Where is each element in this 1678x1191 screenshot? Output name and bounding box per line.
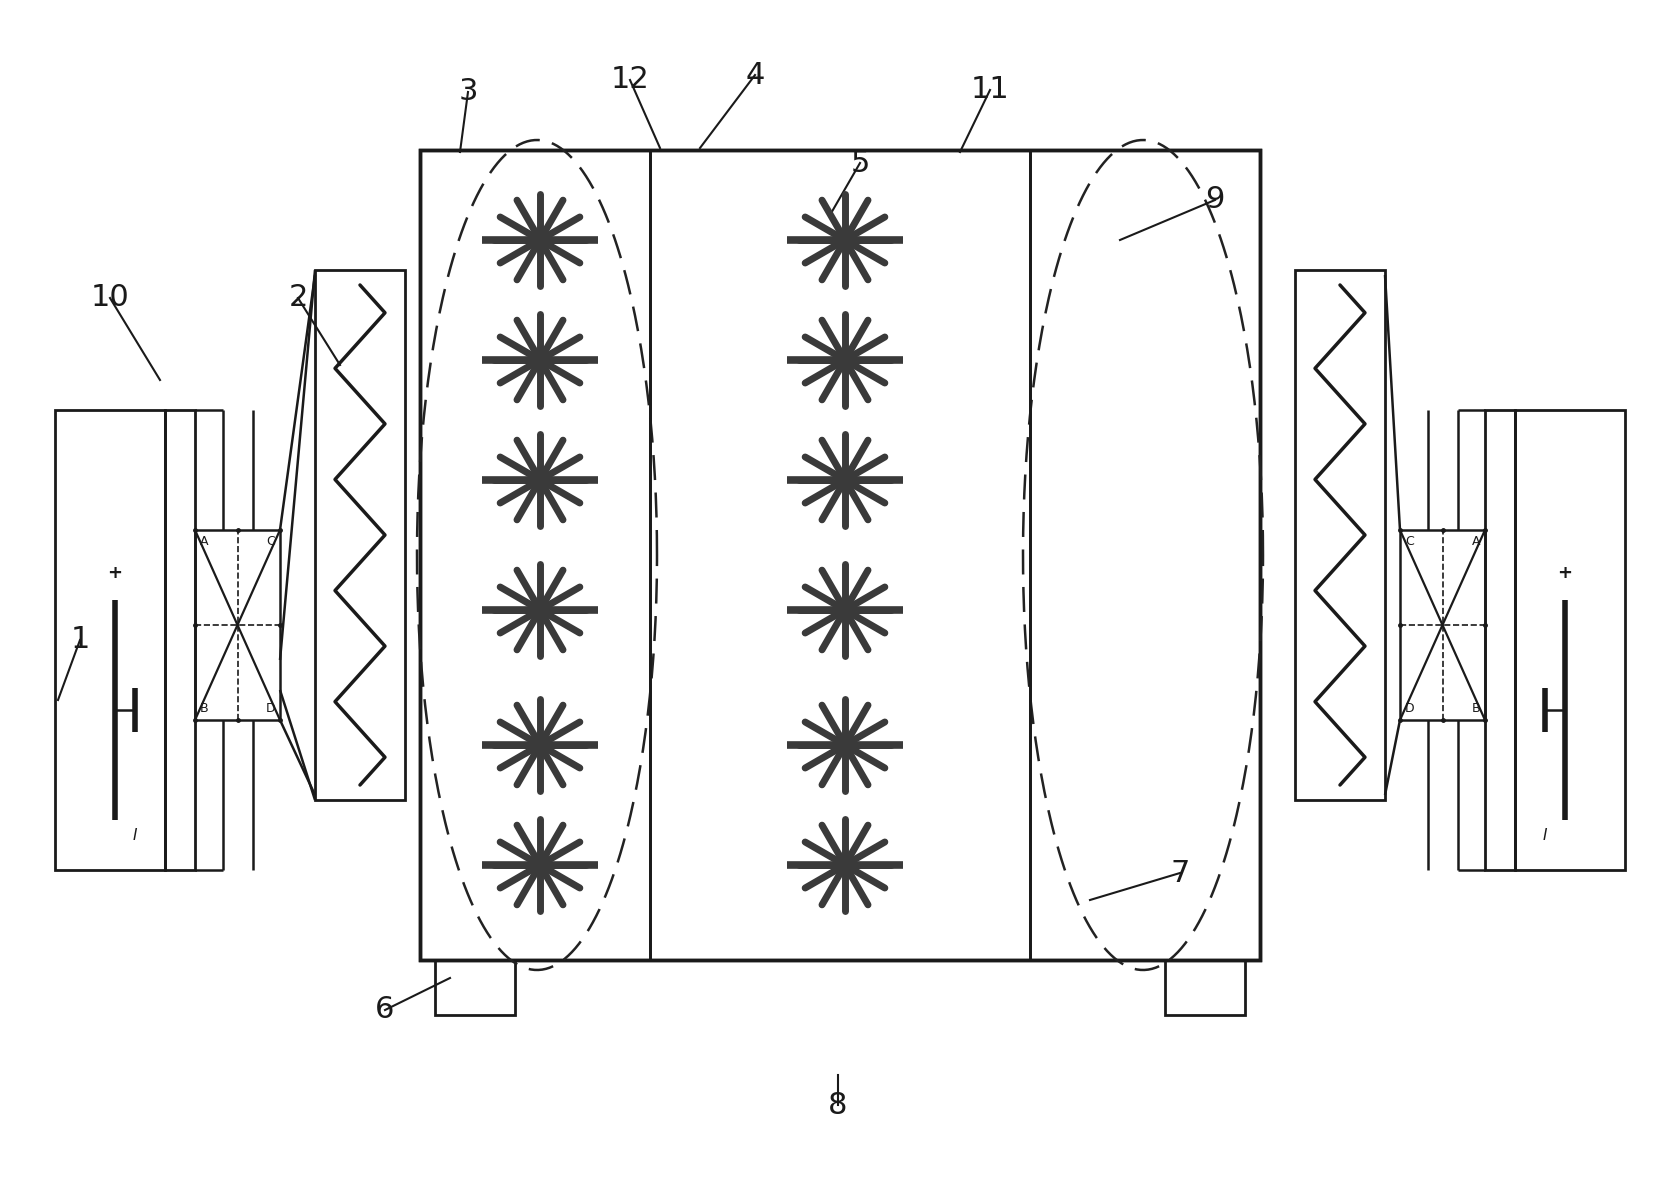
Text: 11: 11 bbox=[970, 75, 1010, 105]
Circle shape bbox=[837, 738, 852, 752]
Circle shape bbox=[534, 233, 547, 247]
Text: C: C bbox=[1404, 535, 1415, 548]
Text: 12: 12 bbox=[611, 66, 649, 94]
Bar bbox=[164, 410, 195, 869]
Text: 7: 7 bbox=[1170, 859, 1190, 887]
Text: 1: 1 bbox=[70, 625, 89, 655]
Circle shape bbox=[534, 738, 547, 752]
Circle shape bbox=[837, 233, 852, 247]
Text: 3: 3 bbox=[458, 77, 478, 106]
Bar bbox=[1485, 410, 1515, 869]
Text: A: A bbox=[1472, 535, 1480, 548]
Text: 4: 4 bbox=[745, 61, 765, 89]
Text: +: + bbox=[1557, 565, 1572, 582]
Bar bbox=[1165, 960, 1245, 1015]
Circle shape bbox=[534, 603, 547, 617]
Text: 9: 9 bbox=[1205, 186, 1225, 214]
Circle shape bbox=[837, 353, 852, 367]
Text: 8: 8 bbox=[829, 1091, 847, 1120]
Circle shape bbox=[837, 473, 852, 487]
Bar bbox=[55, 410, 164, 869]
Circle shape bbox=[837, 603, 852, 617]
Circle shape bbox=[534, 858, 547, 872]
Bar bbox=[420, 150, 1260, 960]
Circle shape bbox=[837, 858, 852, 872]
Text: 2: 2 bbox=[289, 283, 307, 312]
Bar bbox=[1515, 410, 1624, 869]
Text: A: A bbox=[200, 535, 208, 548]
Bar bbox=[315, 270, 404, 800]
Text: I: I bbox=[1542, 828, 1547, 843]
Circle shape bbox=[534, 353, 547, 367]
Text: 6: 6 bbox=[376, 996, 394, 1024]
Text: B: B bbox=[1472, 701, 1480, 715]
Bar bbox=[1399, 530, 1485, 721]
Bar bbox=[1295, 270, 1384, 800]
Text: 10: 10 bbox=[91, 283, 129, 312]
Bar bbox=[435, 960, 515, 1015]
Bar bbox=[420, 150, 1260, 960]
Text: C: C bbox=[267, 535, 275, 548]
Text: D: D bbox=[265, 701, 275, 715]
Text: I: I bbox=[133, 828, 138, 843]
Bar bbox=[195, 530, 280, 721]
Text: D: D bbox=[1404, 701, 1415, 715]
Text: 5: 5 bbox=[851, 149, 869, 177]
Text: +: + bbox=[107, 565, 122, 582]
Text: B: B bbox=[200, 701, 208, 715]
Circle shape bbox=[534, 473, 547, 487]
